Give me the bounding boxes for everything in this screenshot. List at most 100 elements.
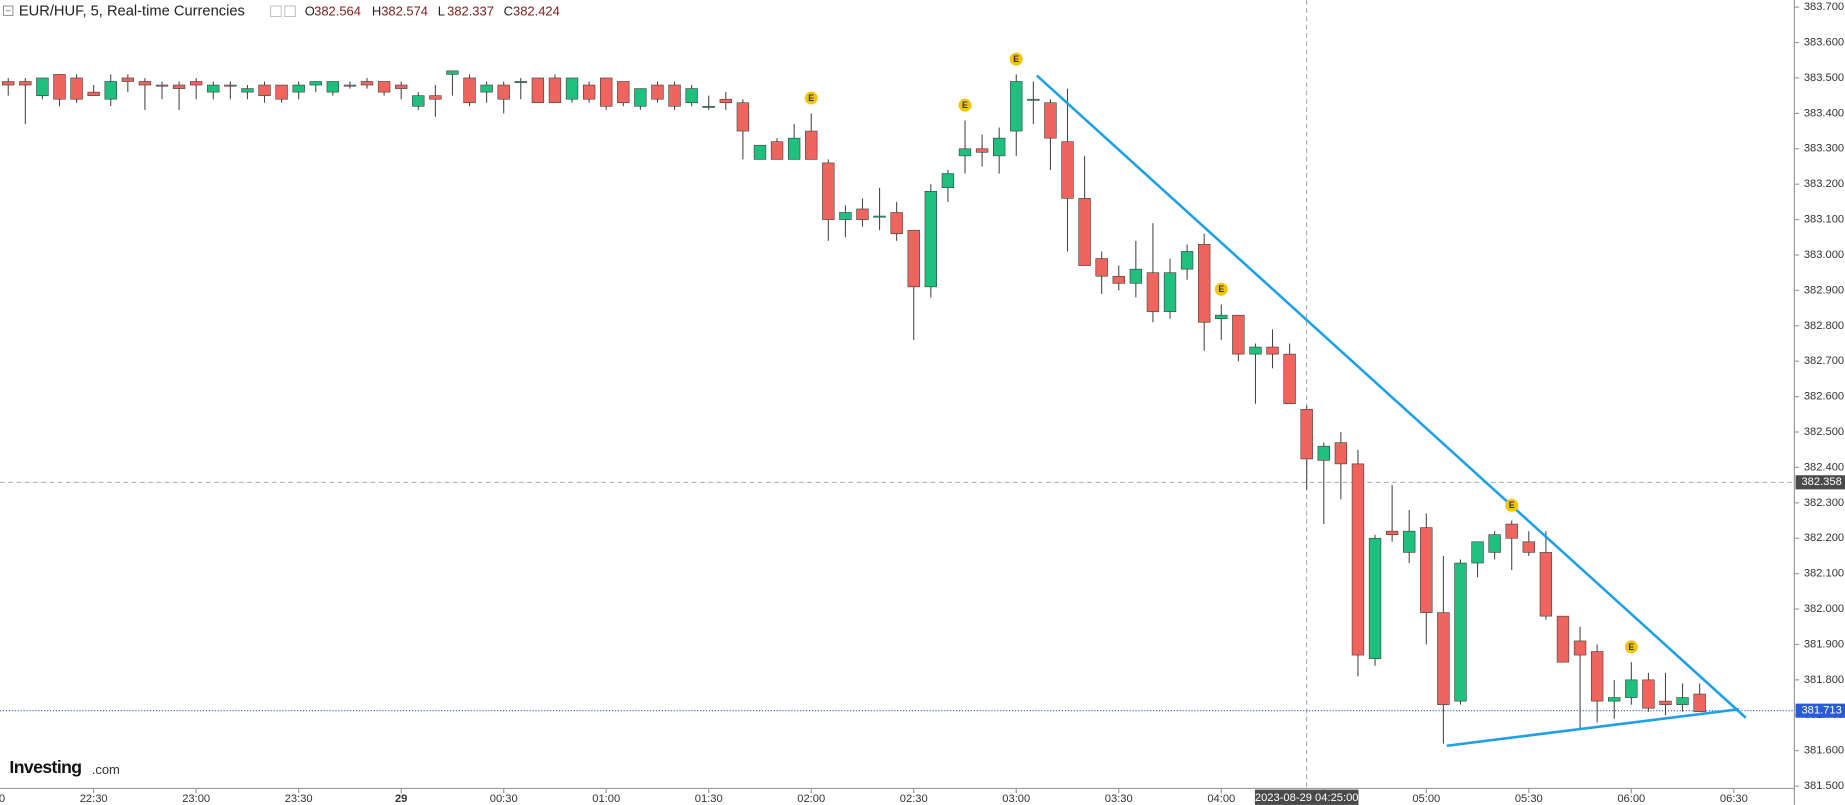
y-tick-label: 383.300 xyxy=(1804,143,1844,155)
candle-body xyxy=(634,88,647,107)
x-tick-label: 06:00 xyxy=(1617,793,1645,805)
candle-body xyxy=(1454,562,1467,702)
y-tick-label: 383.000 xyxy=(1804,249,1844,261)
candle-body xyxy=(87,91,100,96)
candle-body xyxy=(497,84,510,100)
last-price-box xyxy=(1795,703,1845,718)
candle-body xyxy=(463,77,476,104)
x-tick-label: 00:30 xyxy=(490,793,518,805)
visibility-icon[interactable] xyxy=(284,5,296,18)
candle-body xyxy=(1334,442,1348,465)
candle-body xyxy=(1044,102,1057,139)
candle-body xyxy=(668,84,681,107)
candle-body xyxy=(275,84,288,100)
candle-body xyxy=(958,148,972,157)
candle-body xyxy=(395,84,408,89)
candle-body xyxy=(941,173,955,189)
ohlc-field-name: C xyxy=(504,3,513,18)
candle-body xyxy=(565,77,579,100)
candle-body xyxy=(343,84,357,87)
x-tick-label: 04:00 xyxy=(1207,793,1235,805)
candle-body xyxy=(1522,541,1535,553)
candle-body xyxy=(890,212,903,235)
trendline xyxy=(1035,74,1747,719)
y-tick-label: 382.500 xyxy=(1804,426,1844,438)
y-tick-label: 382.100 xyxy=(1804,568,1844,580)
candle-body xyxy=(651,84,664,100)
y-tick-label: 382.900 xyxy=(1804,284,1844,296)
candle-body xyxy=(1027,98,1040,101)
x-tick-label: 02:30 xyxy=(900,793,928,805)
candle-body xyxy=(1010,81,1023,132)
event-label: E xyxy=(962,100,968,110)
x-tick-label: 05:30 xyxy=(1515,793,1543,805)
candle-body xyxy=(224,84,237,87)
candle-body xyxy=(924,190,938,288)
candle-body xyxy=(326,81,340,93)
candle-body xyxy=(1539,552,1553,617)
candle-body xyxy=(1505,523,1518,539)
ohlc-field-value: 382.564 xyxy=(314,3,361,18)
y-tick-label: 383.400 xyxy=(1804,107,1844,119)
ohlc-field-name: L xyxy=(438,3,445,18)
candle-body xyxy=(1283,353,1296,404)
candle-body xyxy=(189,81,203,86)
candle-body xyxy=(1351,463,1365,656)
candle-body xyxy=(1676,697,1689,705)
y-tick-label: 382.600 xyxy=(1804,391,1844,403)
candle-body xyxy=(805,130,818,160)
candle-body xyxy=(822,162,835,220)
event-marker xyxy=(1009,52,1023,66)
y-tick-label: 382.400 xyxy=(1804,461,1844,473)
crosshair-price-label: 382.358 xyxy=(1801,476,1841,488)
y-tick-label: 381.900 xyxy=(1804,638,1844,650)
candle-body xyxy=(377,81,391,93)
collapse-icon[interactable] xyxy=(3,5,14,16)
candle-body xyxy=(241,88,254,93)
candle-body xyxy=(1420,527,1433,613)
event-marker xyxy=(1624,640,1638,654)
x-tick-label: 02:00 xyxy=(797,793,825,805)
y-tick-label: 383.700 xyxy=(1804,1,1844,13)
candle-body xyxy=(992,137,1006,157)
logo-suffix: .com xyxy=(92,762,120,777)
candle-body xyxy=(2,81,15,86)
candle-body xyxy=(873,215,886,218)
crosshair-price-box xyxy=(1795,475,1845,490)
x-tick-label: 22:00 xyxy=(0,793,5,805)
candle-body xyxy=(1061,141,1074,199)
event-label: E xyxy=(808,93,814,103)
ohlc-field-value: 382.424 xyxy=(513,3,560,18)
candle-body xyxy=(975,148,989,153)
candle-body xyxy=(600,77,613,107)
candle-body xyxy=(685,88,698,104)
candle-body xyxy=(582,84,596,100)
plot-area: E E E E E E xyxy=(0,0,1795,789)
candle-body xyxy=(1180,251,1194,270)
ohlc-header: O 382.564 H 382.574 L 382.337 C 382.424 xyxy=(305,3,560,18)
ohlc-field-value: 382.337 xyxy=(447,3,494,18)
event-marker xyxy=(1214,282,1228,296)
event-label: E xyxy=(1509,500,1515,510)
candle-body xyxy=(1198,244,1211,323)
candle-body xyxy=(258,84,271,96)
candle-body xyxy=(736,102,750,132)
x-tick-label: 06:30 xyxy=(1720,793,1748,805)
x-tick-label: 01:00 xyxy=(592,793,620,805)
x-tick-label: 05:00 xyxy=(1412,793,1440,805)
candle-body xyxy=(138,81,152,86)
candle-body xyxy=(702,105,715,108)
candle-body xyxy=(480,84,493,93)
candle-body xyxy=(1095,258,1108,277)
crosshair-time-box xyxy=(1254,789,1359,805)
candle-body xyxy=(1368,537,1382,659)
candle-body xyxy=(1266,346,1279,355)
candle-body xyxy=(1112,275,1125,284)
ohlc-field-name: H xyxy=(372,3,381,18)
y-tick-label: 382.700 xyxy=(1804,355,1844,367)
candle-body xyxy=(1590,651,1604,702)
candle-body xyxy=(514,81,527,83)
candle-body xyxy=(53,74,66,100)
settings-icon[interactable] xyxy=(270,5,282,18)
